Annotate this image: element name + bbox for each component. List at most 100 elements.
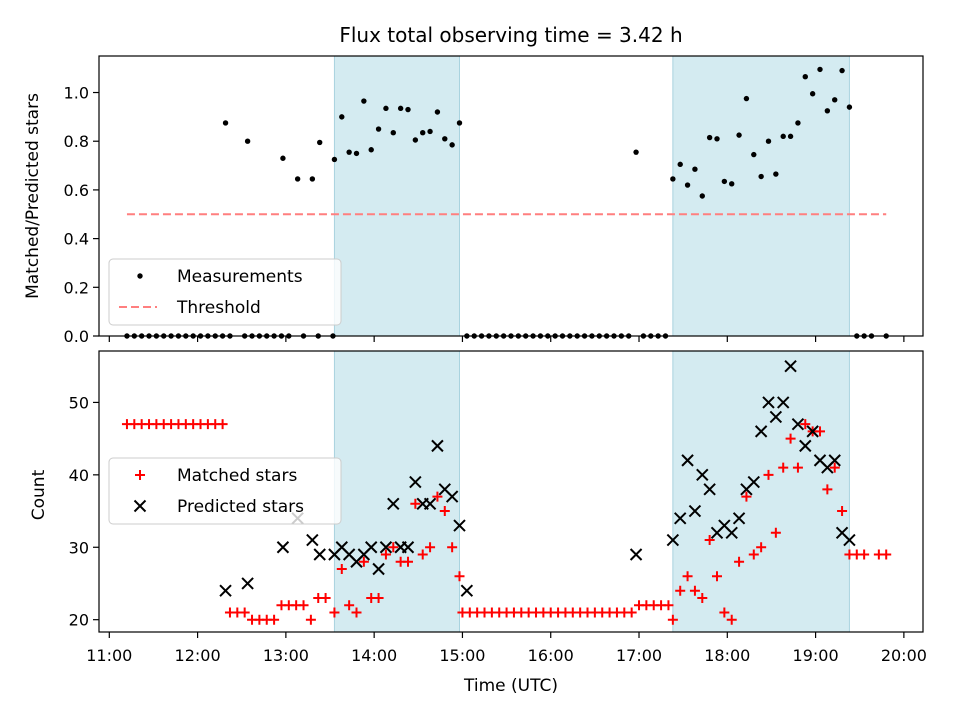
measurement-point bbox=[456, 120, 463, 126]
matched-star-point bbox=[792, 462, 803, 473]
predicted-star-point bbox=[688, 504, 702, 518]
legend-label-threshold: Threshold bbox=[176, 298, 261, 318]
predicted-star-point bbox=[769, 410, 783, 424]
predicted-star-point bbox=[784, 360, 797, 373]
measurement-point bbox=[280, 155, 286, 161]
y-tick-label: 0.0 bbox=[64, 327, 89, 346]
predicted-star-point bbox=[401, 541, 415, 554]
matched-star-point bbox=[778, 462, 789, 473]
series-predicted-stars bbox=[219, 360, 856, 597]
matched-star-point bbox=[837, 506, 848, 517]
matched-star-point bbox=[626, 607, 637, 618]
matched-star-point bbox=[380, 549, 391, 560]
x-tick-label: 12:00 bbox=[175, 646, 221, 665]
matched-star-point bbox=[675, 585, 686, 596]
matched-star-point bbox=[351, 607, 362, 618]
y-axis-label-ratio: Matched/Predicted stars bbox=[23, 93, 43, 299]
measurement-point bbox=[780, 133, 786, 140]
predicted-star-point bbox=[219, 584, 232, 597]
matched-star-point bbox=[734, 556, 745, 567]
predicted-star-point bbox=[747, 475, 760, 489]
measurement-point bbox=[677, 161, 683, 168]
matched-star-point bbox=[403, 556, 413, 567]
panel-counts: 20 30 40 50 11:00 12:00 13:00 14:00 15:00 16:00 17… bbox=[69, 350, 927, 665]
measurement-point bbox=[427, 128, 433, 135]
legend-label-matched-stars: Matched stars bbox=[177, 466, 297, 486]
predicted-star-point bbox=[276, 541, 290, 554]
measurement-point bbox=[309, 176, 316, 182]
measurement-point bbox=[434, 109, 441, 115]
measurement-point bbox=[721, 178, 728, 185]
matched-star-point bbox=[388, 542, 399, 553]
predicted-star-point bbox=[365, 541, 378, 554]
series-measurements bbox=[124, 66, 889, 339]
predicted-star-point bbox=[313, 548, 326, 561]
predicted-star-point bbox=[372, 562, 385, 576]
matched-star-point bbox=[432, 491, 443, 502]
matched-star-point bbox=[829, 462, 840, 473]
x-tick-label: 19:00 bbox=[793, 646, 839, 665]
matched-star-point bbox=[425, 542, 436, 553]
measurement-point bbox=[839, 67, 845, 74]
predicted-star-point bbox=[754, 425, 768, 438]
predicted-star-point bbox=[762, 396, 775, 409]
x-tick-label: 20:00 bbox=[881, 646, 927, 665]
measurement-point bbox=[420, 129, 426, 136]
y-tick-label: 40 bbox=[69, 466, 89, 485]
predicted-star-point bbox=[732, 512, 746, 525]
matched-star-point bbox=[298, 600, 309, 611]
x-tick-label: 18:00 bbox=[704, 646, 750, 665]
measurement-point bbox=[442, 136, 448, 142]
matched-star-point bbox=[726, 614, 737, 625]
matched-star-point bbox=[712, 571, 722, 582]
legend-swatch-matched-stars bbox=[135, 470, 145, 480]
legend-swatch-predicted-stars bbox=[133, 499, 147, 513]
predicted-star-point bbox=[725, 526, 738, 539]
predicted-star-point bbox=[409, 475, 422, 489]
y-tick-label: 20 bbox=[69, 611, 89, 630]
matched-star-point bbox=[763, 469, 774, 480]
measurement-point bbox=[331, 156, 338, 163]
matched-star-point bbox=[320, 592, 331, 603]
measurement-point bbox=[692, 166, 698, 172]
predicted-star-point bbox=[306, 533, 319, 547]
x-tick-label: 17:00 bbox=[616, 646, 662, 665]
measurement-point bbox=[405, 106, 411, 113]
measurement-point bbox=[294, 176, 301, 182]
matched-star-point bbox=[682, 571, 693, 582]
measurement-point bbox=[699, 193, 705, 199]
matched-star-point bbox=[785, 433, 796, 444]
legend-label-measurements: Measurements bbox=[177, 267, 303, 287]
matched-star-point bbox=[689, 585, 700, 596]
x-tick-label: 14:00 bbox=[351, 646, 397, 665]
matched-star-point bbox=[704, 535, 715, 546]
matched-star-point bbox=[358, 556, 369, 567]
shaded-interval-1 bbox=[672, 350, 850, 633]
matched-star-point bbox=[269, 614, 280, 625]
predicted-star-point bbox=[241, 577, 254, 590]
measurement-point bbox=[449, 142, 455, 148]
series-matched-stars bbox=[121, 419, 892, 625]
measurement-point bbox=[758, 173, 764, 180]
matched-star-point bbox=[239, 607, 250, 618]
predicted-star-point bbox=[453, 519, 466, 532]
matched-star-point bbox=[217, 419, 228, 430]
panel-ratio: 0.0 0.2 0.4 0.6 0.8 1.0 Measurements Threshold bbox=[64, 55, 924, 346]
measurement-point bbox=[736, 132, 742, 138]
measurement-point bbox=[375, 126, 382, 132]
measurement-point bbox=[317, 139, 323, 146]
measurement-point bbox=[743, 95, 750, 102]
measurement-point bbox=[361, 98, 367, 104]
y-tick-label: 0.2 bbox=[64, 278, 89, 297]
matched-star-point bbox=[881, 549, 892, 560]
predicted-star-point bbox=[423, 497, 437, 511]
measurement-point bbox=[706, 134, 713, 141]
measurement-point bbox=[222, 120, 229, 126]
predicted-star-point bbox=[799, 439, 812, 453]
measurement-point bbox=[817, 66, 823, 73]
matched-star-point bbox=[329, 607, 340, 618]
matched-star-point bbox=[663, 600, 674, 611]
legend-label-predicted-stars: Predicted stars bbox=[177, 497, 304, 517]
measurement-point bbox=[383, 105, 389, 112]
